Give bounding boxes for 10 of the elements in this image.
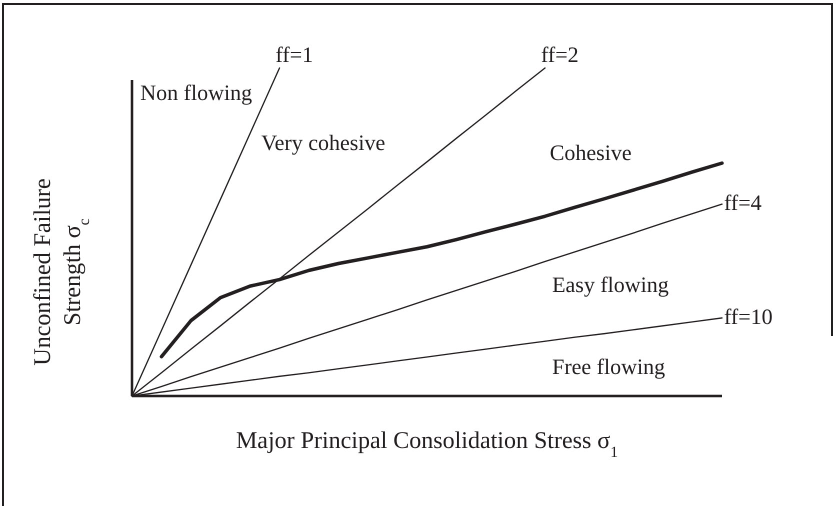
series-label: ff=4: [724, 190, 762, 216]
series-label: ff=1: [276, 42, 314, 67]
annotation: Non flowing: [140, 80, 252, 106]
series-label: ff=10: [724, 304, 773, 329]
x-axis-title: Major Principal Consolidation Stress σ$_{1}$: [236, 428, 618, 460]
annotation: Very cohesive: [261, 130, 386, 155]
annotation: Cohesive: [550, 140, 632, 165]
annotation: Easy flowing: [552, 272, 669, 298]
series-label: ff=2: [541, 42, 579, 67]
annotation: Free flowing: [552, 354, 666, 380]
